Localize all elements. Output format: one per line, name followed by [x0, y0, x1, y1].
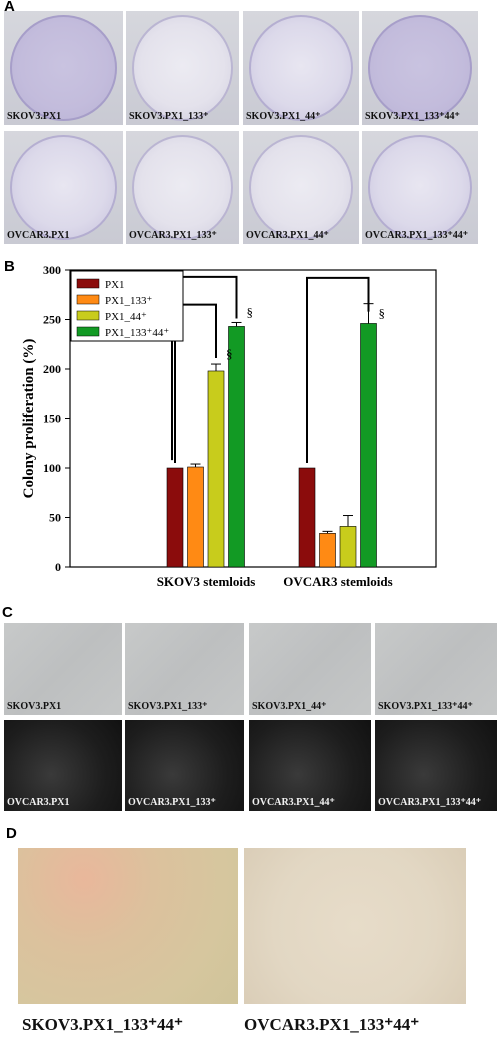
- colony-dish-photo: SKOV3.PX1_133⁺44⁺: [362, 11, 478, 125]
- legend-swatch: [76, 294, 100, 305]
- y-tick-label: 250: [43, 313, 61, 327]
- phase-contrast-photo: SKOV3.PX1_133⁺44⁺: [375, 623, 497, 715]
- photo-label: SKOV3.PX1: [7, 701, 62, 712]
- colony-dish-photo: SKOV3.PX1_44⁺: [243, 11, 359, 125]
- y-tick-label: 150: [43, 412, 61, 426]
- darkfield-photo: OVCAR3.PX1_133⁺44⁺: [375, 720, 497, 811]
- significance-marker: §: [247, 304, 254, 319]
- stained-cells-photo: [244, 848, 466, 1004]
- dish-image: [368, 15, 472, 121]
- dish-image: [10, 15, 117, 121]
- caption-ovcar3: OVCAR3.PX1_133⁺44⁺: [244, 1015, 420, 1034]
- y-tick-label: 100: [43, 461, 61, 475]
- legend-swatch: [76, 278, 100, 289]
- photo-label: OVCAR3.PX1: [7, 797, 70, 808]
- caption-skov3: SKOV3.PX1_133⁺44⁺: [22, 1015, 184, 1034]
- bar: [207, 370, 225, 568]
- significance-marker: §: [379, 306, 386, 321]
- dish-image: [249, 135, 353, 240]
- bar: [166, 467, 184, 568]
- dish-image: [249, 15, 353, 121]
- significance-bracket: [171, 275, 238, 461]
- bar: [360, 323, 377, 568]
- significance-bracket: [306, 276, 370, 464]
- darkfield-photo: OVCAR3.PX1_44⁺: [249, 720, 371, 811]
- darkfield-photo: OVCAR3.PX1_133⁺: [125, 720, 244, 811]
- bar: [319, 533, 336, 568]
- y-tick-label: 200: [43, 362, 61, 376]
- stained-cells-photo: [18, 848, 238, 1004]
- y-tick-label: 300: [43, 263, 61, 277]
- dish-image: [10, 135, 117, 240]
- photo-label: SKOV3.PX1_133⁺: [129, 111, 209, 122]
- phase-contrast-photo: SKOV3.PX1_44⁺: [249, 623, 371, 715]
- significance-bracket: [174, 303, 217, 464]
- photo-label: OVCAR3.PX1_133⁺44⁺: [365, 230, 469, 241]
- colony-dish-photo: SKOV3.PX1: [4, 11, 123, 125]
- legend-swatch: [76, 326, 100, 337]
- photo-label: OVCAR3.PX1_133⁺: [129, 230, 217, 241]
- photo-label: SKOV3.PX1_133⁺44⁺: [378, 701, 473, 712]
- panel-label-b: B: [4, 258, 15, 275]
- x-category-label: SKOV3 stemloids: [157, 574, 256, 589]
- bar: [228, 326, 245, 568]
- dish-image: [368, 135, 472, 240]
- panel-label-c: C: [2, 604, 13, 621]
- dish-image: [132, 135, 233, 240]
- photo-label: SKOV3.PX1_44⁺: [246, 111, 321, 122]
- legend-label: PX1_44⁺: [105, 311, 147, 323]
- photo-label: SKOV3.PX1: [7, 111, 62, 122]
- photo-label: SKOV3.PX1_44⁺: [252, 701, 327, 712]
- dish-image: [132, 15, 233, 121]
- legend-swatch: [76, 310, 100, 321]
- photo-label: OVCAR3.PX1: [7, 230, 70, 241]
- bar: [187, 466, 204, 568]
- darkfield-photo: OVCAR3.PX1: [4, 720, 122, 811]
- colony-dish-photo: OVCAR3.PX1: [4, 131, 123, 244]
- photo-label: SKOV3.PX1_133⁺: [128, 701, 208, 712]
- colony-dish-photo: OVCAR3.PX1_44⁺: [243, 131, 359, 244]
- y-tick-label: 50: [49, 511, 61, 525]
- legend-label: PX1_133⁺44⁺: [105, 327, 169, 339]
- x-category-label: OVCAR3 stemloids: [283, 574, 392, 589]
- y-axis-label: Colony proliferation (%): [21, 339, 37, 499]
- photo-label: OVCAR3.PX1_44⁺: [246, 230, 329, 241]
- panel-label-d: D: [6, 825, 17, 842]
- photo-label: OVCAR3.PX1_133⁺: [128, 797, 216, 808]
- colony-dish-photo: OVCAR3.PX1_133⁺44⁺: [362, 131, 478, 244]
- legend-label: PX1: [105, 279, 125, 291]
- colony-proliferation-chart: 0 50 100 150 200 250 300 Colony proliferation (…: [21, 263, 437, 589]
- legend-label: PX1_133⁺: [105, 295, 153, 307]
- colony-dish-photo: SKOV3.PX1_133⁺: [126, 11, 239, 125]
- y-tick-label: 0: [55, 560, 61, 574]
- photo-label: OVCAR3.PX1_133⁺44⁺: [378, 797, 482, 808]
- panel-label-a: A: [4, 0, 15, 15]
- bar: [339, 526, 357, 568]
- bar: [298, 467, 316, 568]
- significance-marker: §: [226, 346, 233, 361]
- photo-label: OVCAR3.PX1_44⁺: [252, 797, 335, 808]
- phase-contrast-photo: SKOV3.PX1: [4, 623, 122, 715]
- photo-label: SKOV3.PX1_133⁺44⁺: [365, 111, 460, 122]
- phase-contrast-photo: SKOV3.PX1_133⁺: [125, 623, 244, 715]
- colony-dish-photo: OVCAR3.PX1_133⁺: [126, 131, 239, 244]
